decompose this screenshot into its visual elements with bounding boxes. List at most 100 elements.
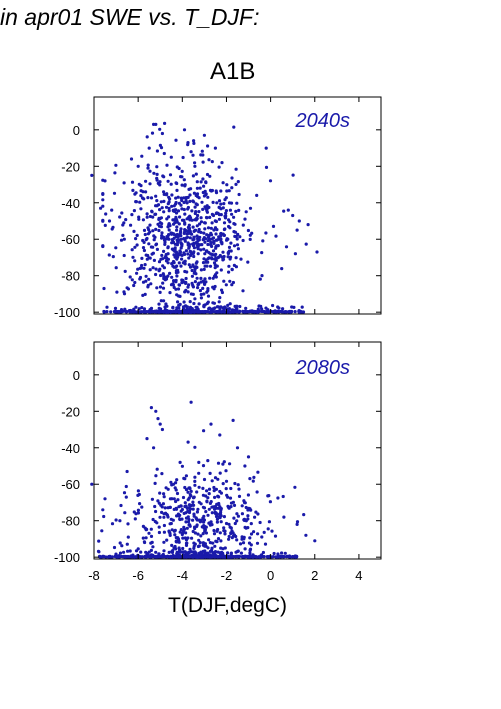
data-point <box>203 205 207 209</box>
data-point <box>207 521 211 525</box>
data-point <box>171 283 175 287</box>
data-point <box>291 555 295 559</box>
data-point <box>201 493 205 497</box>
data-point <box>162 266 166 270</box>
data-point <box>146 283 150 287</box>
data-point <box>133 245 137 249</box>
data-point <box>219 202 223 206</box>
data-point <box>183 212 187 216</box>
data-point <box>179 264 183 268</box>
data-point <box>144 274 148 278</box>
data-point <box>210 479 214 483</box>
data-point <box>128 549 132 553</box>
data-point <box>132 209 136 213</box>
data-point <box>244 210 248 214</box>
data-point <box>192 271 196 275</box>
data-point <box>158 127 162 131</box>
data-point <box>180 175 184 179</box>
data-point <box>259 304 263 308</box>
data-point <box>205 500 209 504</box>
data-point <box>248 237 252 241</box>
data-point <box>191 285 195 289</box>
data-point <box>297 309 301 313</box>
data-point <box>184 288 188 292</box>
data-point <box>178 215 182 219</box>
data-point <box>125 469 129 474</box>
data-point <box>188 547 192 551</box>
data-point <box>221 258 225 262</box>
data-point <box>212 241 216 245</box>
data-point <box>246 493 250 497</box>
data-point <box>236 483 240 487</box>
data-point <box>264 165 269 169</box>
data-point <box>266 310 270 314</box>
data-point <box>280 551 284 555</box>
data-point <box>252 530 256 534</box>
data-point <box>126 554 130 559</box>
data-point <box>209 252 213 256</box>
data-point <box>262 530 266 535</box>
data-point <box>213 554 217 558</box>
data-point <box>293 485 297 489</box>
data-point <box>218 433 222 437</box>
data-point <box>272 551 276 556</box>
data-point <box>202 267 206 271</box>
data-point <box>301 310 305 314</box>
data-point <box>150 540 154 545</box>
data-point <box>171 306 175 310</box>
data-point <box>207 492 211 496</box>
data-point <box>206 144 210 148</box>
data-point <box>205 264 209 268</box>
data-point <box>160 231 164 235</box>
data-point <box>170 528 174 532</box>
data-point <box>176 555 180 559</box>
data-point <box>156 499 160 503</box>
data-point <box>107 253 111 257</box>
data-point <box>194 516 198 520</box>
data-point <box>139 194 143 198</box>
data-point <box>214 539 218 543</box>
data-point <box>182 527 187 531</box>
data-point <box>222 233 226 237</box>
data-point <box>202 292 206 296</box>
data-point <box>181 155 185 160</box>
data-point <box>160 131 164 136</box>
data-point <box>141 293 145 297</box>
data-point <box>90 173 94 177</box>
data-point <box>180 198 184 203</box>
data-point <box>257 555 261 559</box>
data-point <box>202 231 206 235</box>
data-point <box>206 226 211 230</box>
data-point <box>101 244 105 249</box>
data-point <box>155 172 159 176</box>
x-tick-label: -6 <box>132 568 144 583</box>
data-point <box>223 546 227 550</box>
data-point <box>149 534 154 539</box>
data-point <box>270 529 274 533</box>
data-point <box>276 552 280 556</box>
panel-label: 2080s <box>295 357 351 379</box>
data-point <box>169 555 173 559</box>
data-point <box>214 514 219 519</box>
data-point <box>206 459 210 463</box>
data-point <box>140 263 144 268</box>
data-point <box>101 204 105 208</box>
data-point <box>154 474 158 478</box>
data-point <box>199 180 203 184</box>
data-point <box>172 265 176 269</box>
data-point <box>130 278 134 282</box>
data-point <box>132 283 136 288</box>
data-point <box>114 246 118 250</box>
data-point <box>255 193 259 197</box>
data-point <box>134 237 138 241</box>
data-point <box>315 250 319 254</box>
data-point <box>186 143 190 147</box>
data-point <box>155 286 159 290</box>
data-point <box>157 555 161 559</box>
data-point <box>261 550 265 555</box>
data-point <box>182 207 186 212</box>
data-point <box>216 461 221 465</box>
data-point <box>219 238 223 242</box>
data-point <box>221 250 225 254</box>
data-point <box>162 555 166 559</box>
